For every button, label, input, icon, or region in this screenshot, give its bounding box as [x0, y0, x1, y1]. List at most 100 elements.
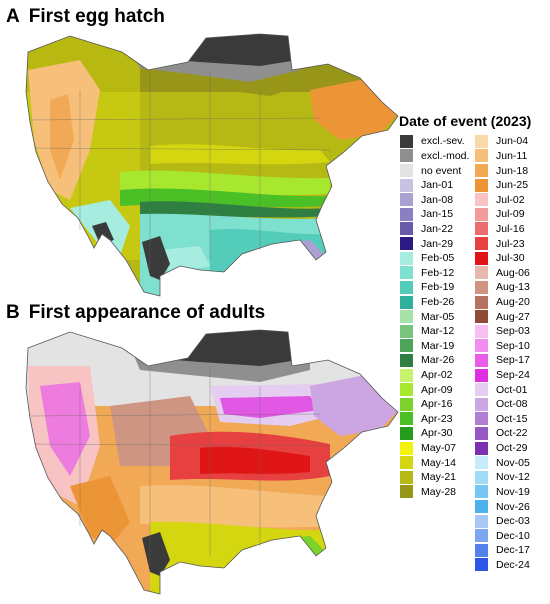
- legend-label: Aug-06: [496, 266, 530, 279]
- legend-swatch: [400, 310, 413, 324]
- legend-swatch: [400, 251, 413, 265]
- legend-swatch: [475, 485, 488, 499]
- legend-label: Aug-13: [496, 281, 530, 294]
- legend-swatch: [400, 222, 413, 236]
- legend-label: Jan-08: [421, 193, 454, 206]
- legend-entry: Jan-08: [400, 192, 475, 207]
- legend-swatch: [475, 237, 488, 251]
- legend-label: Jun-11: [496, 149, 528, 162]
- legend-swatch: [475, 295, 488, 309]
- legend-label: Mar-12: [421, 325, 455, 338]
- panel-a-heading: A First egg hatch: [6, 6, 165, 28]
- legend-label: Oct-01: [496, 383, 528, 396]
- legend-entry: Feb-12: [400, 265, 475, 280]
- legend-entry: Jan-15: [400, 207, 475, 222]
- legend-entry: Feb-19: [400, 280, 475, 295]
- legend-swatch: [400, 383, 413, 397]
- legend-swatch: [400, 193, 413, 207]
- legend-entry: Feb-05: [400, 251, 475, 266]
- legend-label: Aug-20: [496, 296, 530, 308]
- legend-column-1: excl.-sev. excl.-mod. no event Jan-01 Jan-08…: [400, 134, 475, 572]
- legend-label: Jun-04: [496, 135, 529, 148]
- legend-entry: Sep-17: [475, 353, 550, 368]
- legend-label: Jan-15: [421, 208, 454, 221]
- legend-label: May-21: [421, 471, 457, 484]
- legend-swatch: [400, 441, 413, 455]
- legend-label: Dec-17: [496, 544, 530, 557]
- legend-entry: Apr-02: [400, 368, 475, 383]
- legend-label: Feb-05: [421, 252, 455, 265]
- egg-hatch-map: [10, 30, 405, 302]
- legend-entry: Jul-23: [475, 236, 550, 251]
- legend-entry: Aug-06: [475, 265, 550, 280]
- legend-label: Jan-01: [421, 179, 454, 192]
- legend-swatch: [475, 397, 488, 411]
- legend-entry: Jul-30: [475, 251, 550, 266]
- legend-swatch: [475, 178, 488, 192]
- legend-entry: excl.-mod.: [400, 149, 475, 164]
- legend-entry: Jul-16: [475, 222, 550, 237]
- legend-label: May-28: [421, 485, 457, 498]
- legend-entry: Oct-15: [475, 412, 550, 427]
- legend-label: Dec-24: [496, 558, 530, 571]
- legend-swatch: [475, 251, 488, 265]
- panel-b-heading: B First appearance of adults: [6, 302, 265, 324]
- legend-label: Jun-18: [496, 164, 529, 177]
- legend-entry: Feb-26: [400, 295, 475, 310]
- legend-entry: Aug-13: [475, 280, 550, 295]
- legend-entry: Nov-05: [475, 455, 550, 470]
- legend-label: Jul-30: [496, 252, 525, 265]
- legend-entry: Apr-09: [400, 382, 475, 397]
- legend-entry: Nov-19: [475, 485, 550, 500]
- legend-label: Feb-19: [421, 281, 455, 294]
- legend-entry: Aug-27: [475, 309, 550, 324]
- legend-label: Jun-25: [496, 179, 529, 192]
- legend-label: Sep-10: [496, 339, 530, 352]
- adult-appearance-map: [10, 326, 405, 602]
- legend-label: Apr-09: [421, 383, 453, 396]
- legend-label: Oct-29: [496, 442, 528, 455]
- legend-swatch: [400, 397, 413, 411]
- panel-b-letter: B: [6, 302, 20, 323]
- legend-entry: Jun-18: [475, 163, 550, 178]
- legend-swatch: [475, 529, 488, 543]
- legend-entry: May-07: [400, 441, 475, 456]
- legend-label: Apr-16: [421, 398, 453, 411]
- legend-swatch: [400, 149, 413, 163]
- legend-entry: Jul-02: [475, 192, 550, 207]
- legend-swatch: [475, 441, 488, 455]
- legend-swatch: [400, 295, 413, 309]
- legend-entry: no event: [400, 163, 475, 178]
- legend-label: Dec-10: [496, 529, 530, 542]
- legend-swatch: [400, 470, 413, 484]
- legend-swatch: [400, 178, 413, 192]
- legend-label: Oct-22: [496, 427, 528, 440]
- legend-entry: Oct-22: [475, 426, 550, 441]
- legend-label: Feb-26: [421, 296, 455, 308]
- legend-entry: Dec-24: [475, 558, 550, 573]
- legend-swatch: [475, 222, 488, 236]
- legend-label: Feb-12: [421, 266, 455, 279]
- legend-entry: Oct-01: [475, 382, 550, 397]
- panel-b-title: First appearance of adults: [28, 302, 266, 323]
- legend-label: excl.-mod.: [421, 149, 470, 162]
- legend-entry: May-21: [400, 470, 475, 485]
- legend-entry: Jun-11: [475, 149, 550, 164]
- legend-entry: Dec-03: [475, 514, 550, 529]
- legend-swatch: [400, 134, 413, 148]
- legend-entry: Oct-08: [475, 397, 550, 412]
- legend-label: Apr-02: [421, 369, 453, 382]
- legend-swatch: [400, 266, 413, 280]
- legend-label: Jul-09: [496, 208, 525, 221]
- legend-entry: Aug-20: [475, 295, 550, 310]
- legend-swatch: [475, 207, 488, 221]
- legend-entry: Dec-10: [475, 528, 550, 543]
- legend-entry: Apr-23: [400, 412, 475, 427]
- legend-swatch: [400, 164, 413, 178]
- legend-label: Jul-02: [496, 193, 525, 206]
- legend-label: May-14: [421, 456, 457, 469]
- legend-entry: Apr-30: [400, 426, 475, 441]
- legend-label: Jul-16: [496, 222, 525, 235]
- panel-a-title: First egg hatch: [28, 6, 165, 27]
- legend-swatch: [400, 339, 413, 353]
